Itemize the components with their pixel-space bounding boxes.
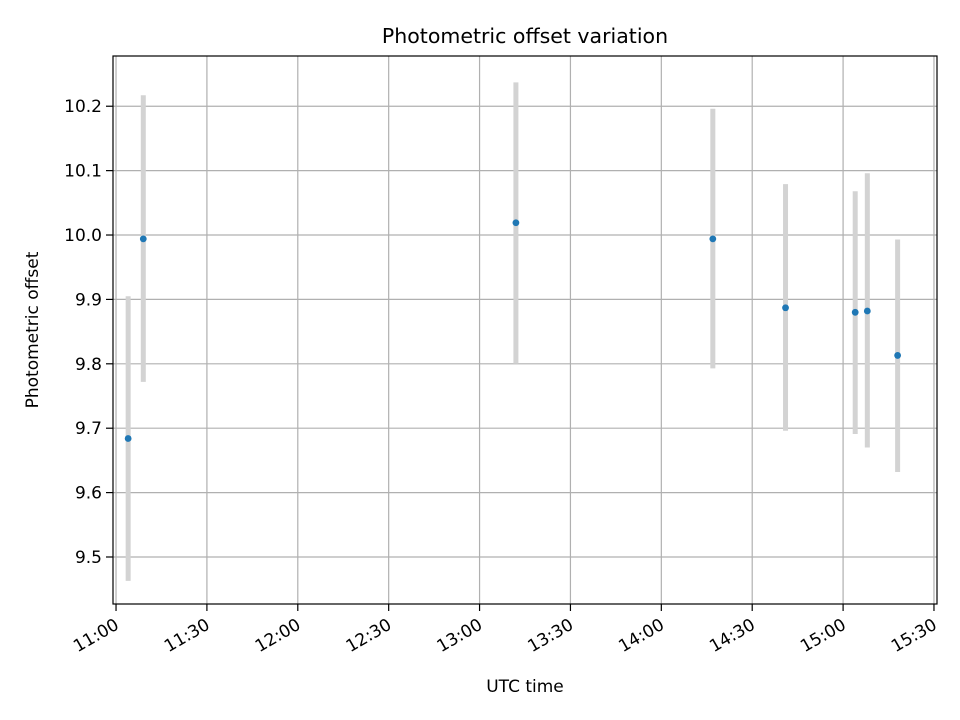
data-point <box>863 307 871 315</box>
grid <box>113 56 937 604</box>
chart-title: Photometric offset variation <box>382 24 668 48</box>
y-tick-label: 10.0 <box>64 226 102 246</box>
data-points <box>124 219 902 442</box>
y-tick-label: 9.5 <box>75 548 102 568</box>
data-point <box>512 219 520 227</box>
plot-frame <box>112 55 938 605</box>
data-point <box>851 308 859 316</box>
data-point <box>124 435 132 442</box>
y-axis-ticks: 9.5 9.6 9.7 9.8 9.9 10.0 10.1 10.2 <box>64 97 113 568</box>
data-point <box>782 304 789 312</box>
y-tick-label: 9.6 <box>75 484 102 504</box>
data-point <box>139 235 147 243</box>
data-point <box>894 352 902 359</box>
y-tick-label: 9.9 <box>75 290 102 310</box>
y-tick-label: 9.7 <box>75 419 102 439</box>
y-tick-label: 10.1 <box>64 162 102 182</box>
y-axis-label: Photometric offset <box>23 251 43 408</box>
y-tick-label: 10.2 <box>64 97 102 117</box>
x-axis-label: UTC time <box>486 677 564 697</box>
data-point <box>709 235 717 243</box>
y-tick-label: 9.8 <box>75 355 102 375</box>
